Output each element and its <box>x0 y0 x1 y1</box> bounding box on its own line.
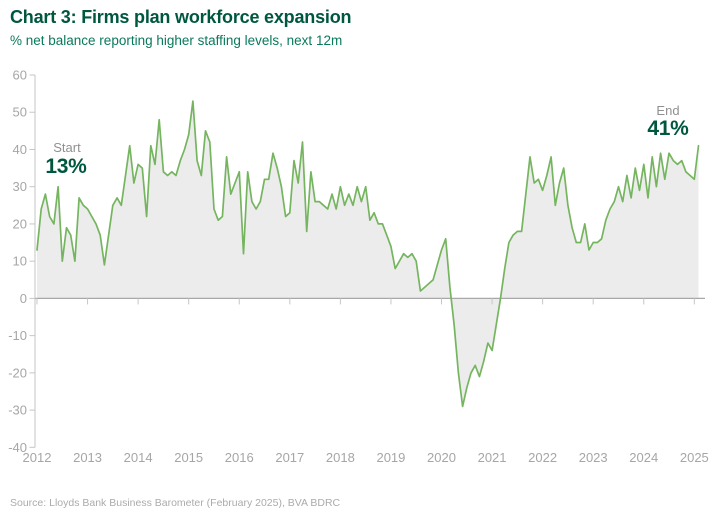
y-axis-label: 20 <box>13 216 27 231</box>
x-axis-label: 2023 <box>579 450 608 465</box>
start-annotation-label: Start <box>53 140 81 155</box>
trend-line <box>36 100 700 408</box>
chart-subtitle: % net balance reporting higher staffing … <box>10 33 343 48</box>
x-axis-label: 2012 <box>23 450 52 465</box>
x-axis-label: 2016 <box>225 450 254 465</box>
area-fill <box>37 101 699 407</box>
source-note: Source: Lloyds Bank Business Barometer (… <box>10 497 341 509</box>
y-axis-label: -40 <box>8 440 27 455</box>
end-annotation-value: 41% <box>647 117 689 140</box>
x-axis-label: 2019 <box>376 450 405 465</box>
x-axis-label: 2017 <box>275 450 304 465</box>
x-axis-label: 2021 <box>478 450 507 465</box>
y-axis-label: 50 <box>13 105 27 120</box>
x-axis-label: 2013 <box>73 450 102 465</box>
x-axis-label: 2018 <box>326 450 355 465</box>
y-axis-label: 0 <box>20 291 27 306</box>
x-axis-label: 2015 <box>174 450 203 465</box>
y-axis-label: -20 <box>8 365 27 380</box>
x-axis-label: 2024 <box>629 450 658 465</box>
y-axis-label: 10 <box>13 254 27 269</box>
x-axis-label: 2014 <box>124 450 153 465</box>
x-axis-label: 2020 <box>427 450 456 465</box>
y-axis-label: 30 <box>13 179 27 194</box>
start-annotation-value: 13% <box>45 155 87 178</box>
y-axis-label: 60 <box>13 68 27 83</box>
x-axis-label: 2025 <box>680 450 709 465</box>
y-axis-label: -30 <box>8 403 27 418</box>
end-annotation-label: End <box>656 103 680 118</box>
x-axis-label: 2022 <box>528 450 557 465</box>
y-axis-label: -10 <box>8 328 27 343</box>
y-axis-label: 40 <box>13 142 27 157</box>
page-title: Chart 3: Firms plan workforce expansion <box>10 7 352 27</box>
